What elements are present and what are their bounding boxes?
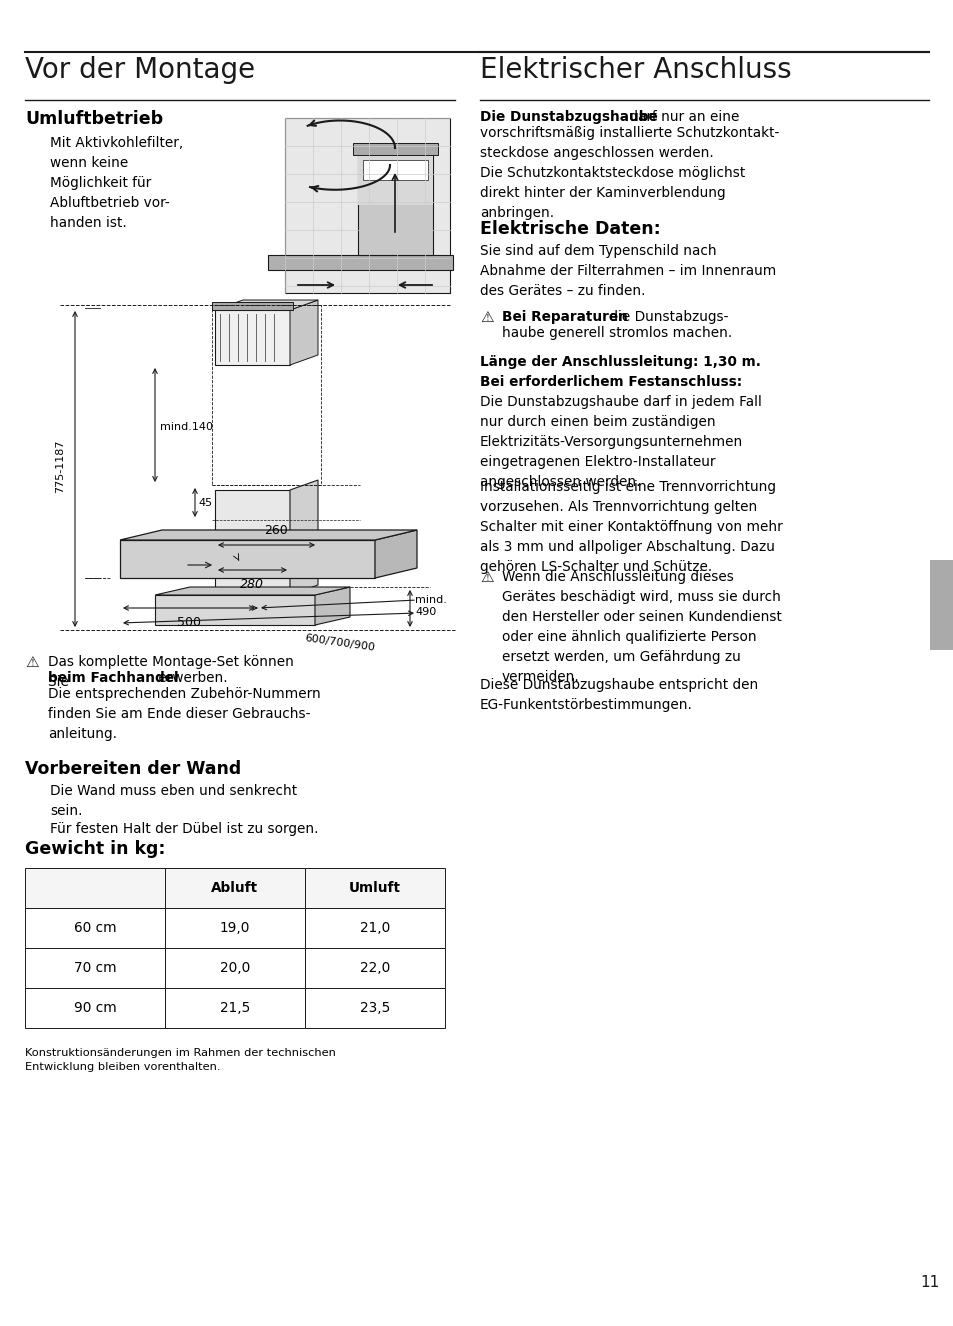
Bar bbox=[929, 560, 953, 650]
Text: 22,0: 22,0 bbox=[359, 961, 390, 975]
Text: 500: 500 bbox=[177, 617, 201, 629]
Text: Umluft: Umluft bbox=[349, 880, 400, 895]
Bar bbox=[165, 988, 305, 1028]
Bar bbox=[214, 310, 290, 365]
Polygon shape bbox=[120, 530, 416, 540]
Bar bbox=[357, 155, 433, 206]
Text: Konstruktionsänderungen im Rahmen der technischen
Entwicklung bleiben vorenthalt: Konstruktionsänderungen im Rahmen der te… bbox=[25, 1048, 335, 1071]
Text: ⚠: ⚠ bbox=[479, 570, 493, 585]
Text: Länge der Anschlussleitung: 1,30 m.: Länge der Anschlussleitung: 1,30 m. bbox=[479, 355, 760, 369]
Polygon shape bbox=[154, 587, 350, 595]
Bar bbox=[212, 302, 293, 310]
Text: 20,0: 20,0 bbox=[219, 961, 250, 975]
Bar bbox=[305, 948, 444, 988]
Bar bbox=[25, 908, 165, 948]
Text: Diese Dunstabzugshaube entspricht den
EG-Funkentstörbestimmungen.: Diese Dunstabzugshaube entspricht den EG… bbox=[479, 678, 758, 712]
Polygon shape bbox=[375, 530, 416, 578]
Text: Bei Reparaturen: Bei Reparaturen bbox=[501, 310, 627, 324]
Text: darf nur an eine: darf nur an eine bbox=[624, 110, 739, 125]
Bar bbox=[165, 908, 305, 948]
Text: 280: 280 bbox=[240, 578, 264, 591]
Bar bbox=[285, 118, 450, 293]
Text: ⚠: ⚠ bbox=[25, 655, 38, 670]
Text: 21,0: 21,0 bbox=[359, 922, 390, 935]
Text: Die Dunstabzugshaube: Die Dunstabzugshaube bbox=[479, 110, 657, 125]
Bar bbox=[305, 908, 444, 948]
Text: vorschriftsmäßig installierte Schutzkontakt-
steckdose angeschlossen werden.
Die: vorschriftsmäßig installierte Schutzkont… bbox=[479, 126, 779, 220]
Text: Elektrische Daten:: Elektrische Daten: bbox=[479, 220, 660, 237]
Text: Vor der Montage: Vor der Montage bbox=[25, 56, 254, 84]
Bar bbox=[154, 595, 314, 625]
Text: 70 cm: 70 cm bbox=[73, 961, 116, 975]
Text: beim Fachhandel: beim Fachhandel bbox=[48, 671, 178, 686]
Bar bbox=[268, 255, 453, 271]
Bar bbox=[120, 540, 375, 578]
Bar bbox=[25, 988, 165, 1028]
Bar bbox=[25, 948, 165, 988]
Bar bbox=[165, 948, 305, 988]
Text: 21,5: 21,5 bbox=[219, 1001, 250, 1014]
Text: Mit Aktivkohlefilter,
wenn keine
Möglichkeit für
Abluftbetrieb vor-
handen ist.: Mit Aktivkohlefilter, wenn keine Möglich… bbox=[50, 137, 183, 231]
Text: 45: 45 bbox=[198, 499, 212, 508]
Text: 260: 260 bbox=[264, 524, 288, 537]
Text: haube generell stromlos machen.: haube generell stromlos machen. bbox=[501, 326, 732, 339]
Text: 60 cm: 60 cm bbox=[73, 922, 116, 935]
Text: 600/700/900: 600/700/900 bbox=[304, 633, 375, 652]
Text: Die Wand muss eben und senkrecht
sein.: Die Wand muss eben und senkrecht sein. bbox=[50, 784, 296, 818]
Bar bbox=[165, 869, 305, 908]
Bar bbox=[353, 143, 437, 155]
Text: ⚠: ⚠ bbox=[479, 310, 493, 325]
Text: Bei erforderlichem Festanschluss:: Bei erforderlichem Festanschluss: bbox=[479, 375, 741, 389]
Text: die Dunstabzugs-: die Dunstabzugs- bbox=[604, 310, 728, 324]
Text: Sie sind auf dem Typenschild nach
Abnahme der Filterrahmen – im Innenraum
des Ge: Sie sind auf dem Typenschild nach Abnahm… bbox=[479, 244, 776, 298]
Text: Abluft: Abluft bbox=[212, 880, 258, 895]
Text: Gewicht in kg:: Gewicht in kg: bbox=[25, 839, 165, 858]
Text: mind.140: mind.140 bbox=[160, 423, 213, 432]
Text: Die Dunstabzugshaube darf in jedem Fall
nur durch einen beim zuständigen
Elektri: Die Dunstabzugshaube darf in jedem Fall … bbox=[479, 395, 761, 489]
Polygon shape bbox=[314, 587, 350, 625]
Text: 23,5: 23,5 bbox=[359, 1001, 390, 1014]
Polygon shape bbox=[290, 300, 317, 365]
Text: erwerben.: erwerben. bbox=[153, 671, 228, 686]
Text: Für festen Halt der Dübel ist zu sorgen.: Für festen Halt der Dübel ist zu sorgen. bbox=[50, 822, 318, 835]
Bar bbox=[305, 988, 444, 1028]
Polygon shape bbox=[214, 300, 317, 310]
Text: Umluftbetrieb: Umluftbetrieb bbox=[25, 110, 163, 129]
Text: Das komplette Montage-Set können
Sie: Das komplette Montage-Set können Sie bbox=[48, 655, 294, 690]
Bar bbox=[363, 160, 428, 180]
Text: 90 cm: 90 cm bbox=[73, 1001, 116, 1014]
Bar bbox=[357, 155, 433, 255]
Text: mind.
490: mind. 490 bbox=[415, 595, 446, 617]
Text: 11: 11 bbox=[919, 1276, 939, 1290]
Text: Installationsseitig ist eine Trennvorrichtung
vorzusehen. Als Trennvorrichtung g: Installationsseitig ist eine Trennvorric… bbox=[479, 480, 781, 574]
Text: 19,0: 19,0 bbox=[219, 922, 250, 935]
Polygon shape bbox=[290, 480, 317, 595]
Bar bbox=[214, 491, 290, 595]
Text: 775-1187: 775-1187 bbox=[55, 440, 65, 493]
Text: Vorbereiten der Wand: Vorbereiten der Wand bbox=[25, 760, 241, 778]
Text: Elektrischer Anschluss: Elektrischer Anschluss bbox=[479, 56, 791, 84]
Bar bbox=[25, 869, 165, 908]
Text: Die entsprechenden Zubehör-Nummern
finden Sie am Ende dieser Gebrauchs-
anleitun: Die entsprechenden Zubehör-Nummern finde… bbox=[48, 687, 320, 741]
Text: Wenn die Anschlussleitung dieses
Gerätes beschädigt wird, muss sie durch
den Her: Wenn die Anschlussleitung dieses Gerätes… bbox=[501, 570, 781, 684]
Bar bbox=[305, 869, 444, 908]
